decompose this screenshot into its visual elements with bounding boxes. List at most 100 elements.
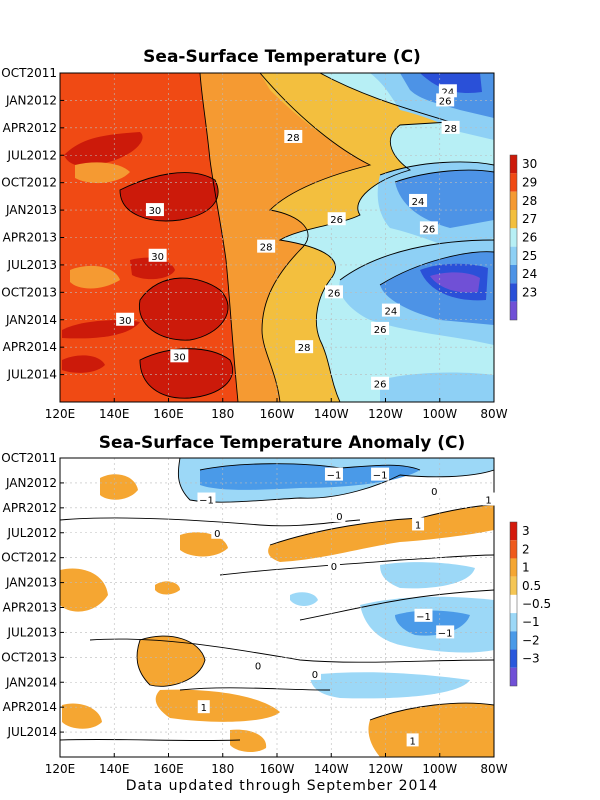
sst-contour-label: 30 (173, 352, 186, 363)
ssta-legend-label: −2 (522, 633, 540, 647)
ssta-contour-0f (89, 638, 494, 663)
ssta-fill-pos1h (368, 703, 494, 757)
ssta-contour-label: −1 (438, 628, 453, 639)
ssta-contour-0a (177, 458, 494, 503)
ssta-fill-pos1a (268, 505, 494, 562)
sst-fill-30g (62, 355, 105, 373)
sst-axes: 120E 140E 160E 180 160W 140W 120W 100W 80W OCT201… (1, 66, 507, 421)
ssta-fill-neg1b (380, 562, 475, 589)
sst-legend-label: 28 (522, 194, 537, 208)
ssta-contour-label-bg (211, 525, 224, 539)
sst-contour-25a (379, 161, 494, 176)
sst-legend-label: 26 (522, 231, 537, 245)
ssta-xtick-label: 100W (422, 762, 457, 776)
sst-legend-swatch (510, 246, 517, 265)
sst-legend-swatch (510, 155, 517, 174)
sst-legend-swatch (510, 173, 517, 192)
ssta-contour-0c (60, 517, 361, 527)
sst-ytick-label: OCT2013 (1, 285, 57, 299)
ssta-xtick-label: 140W (314, 762, 349, 776)
sst-xtick-label: 100W (422, 407, 457, 421)
ssta-xtick-label: 160E (153, 762, 184, 776)
sst-contour-label: 26 (374, 380, 387, 391)
sst-legend-swatch (510, 283, 517, 302)
ssta-fill-pos1e (137, 636, 205, 687)
ssta-fill-pos1b (100, 474, 138, 500)
ssta-xtick-label: 80W (480, 762, 507, 776)
sst-contour-24b (379, 251, 494, 286)
ssta-panel: Sea-Surface Temperature Anomaly (C) (1, 433, 551, 776)
sst-ytick-label: APR2014 (3, 340, 57, 354)
sst-contour-label: 28 (298, 343, 311, 354)
ssta-axes: 120E 140E 160E 180 160W 140W 120W 100W 80W OCT201… (1, 451, 507, 776)
sst-contour-label-bg (257, 239, 276, 253)
sst-contour-label: 28 (260, 243, 273, 254)
sst-field (60, 73, 494, 402)
ssta-legend-swatch (510, 540, 517, 559)
sst-fill-25d (380, 372, 494, 402)
sst-xtick-label: 120E (45, 407, 76, 421)
sst-contour-label-bg (419, 221, 438, 235)
ssta-contour-labels: −1 −1 −1 0 1 0 1 0 0 −1 −1 0 0 1 1 (197, 467, 495, 747)
sst-xtick-label: 80W (480, 407, 507, 421)
sst-contour-label-bg (381, 303, 400, 317)
ssta-contour-label-bg (197, 700, 210, 714)
sst-contour-label: 28 (287, 133, 300, 144)
ssta-ytick-label: JUL2014 (6, 725, 57, 739)
ssta-fill-pos1g (62, 703, 102, 729)
ssta-xtick-label: 180 (211, 762, 234, 776)
sst-contour-label: 24 (412, 197, 425, 208)
sst-legend-swatch (510, 191, 517, 210)
sst-title: Sea-Surface Temperature (C) (143, 47, 421, 67)
ssta-contour-label-bg (412, 517, 425, 531)
sst-legend-frame (509, 154, 518, 321)
sst-ytick-label: APR2012 (3, 121, 57, 135)
sst-contour-28 (199, 73, 239, 402)
sst-contour-27 (259, 73, 372, 402)
sst-legend-label: 27 (522, 212, 537, 226)
ssta-contour-label: 0 (331, 562, 337, 573)
sst-contour-25b (339, 239, 494, 281)
ssta-grid (60, 458, 494, 757)
ssta-fill-neg1d (310, 672, 470, 699)
ssta-contour-label: 0 (431, 487, 437, 498)
ssta-contour-label: 1 (201, 703, 207, 714)
sst-legend-swatch (510, 228, 517, 247)
ssta-title: Sea-Surface Temperature Anomaly (C) (99, 433, 466, 453)
sst-legend-swatch (510, 265, 517, 284)
sst-contour-label-bg (324, 285, 343, 299)
ssta-legend-frame (509, 521, 518, 687)
ssta-xtick-label: 140E (99, 762, 130, 776)
sst-contour-label: 26 (328, 288, 341, 299)
sst-contour-label-bg (145, 203, 164, 217)
sst-contour-24a (394, 169, 494, 183)
sst-fill-30a (64, 132, 143, 167)
sst-contour-label: 26 (374, 325, 387, 336)
ssta-fill-pos1i (230, 729, 267, 752)
ssta-fill-pos1d (60, 568, 108, 612)
sst-xtick-label: 160E (153, 407, 184, 421)
ssta-ytick-label: OCT2013 (1, 650, 57, 664)
sst-legend-swatch (510, 301, 517, 320)
ssta-contour-label: 1 (409, 736, 415, 747)
ssta-legend-label: −1 (522, 615, 540, 629)
ssta-legend-swatch (510, 667, 517, 686)
ssta-legend: 3 2 1 0.5 −0.5 −1 −2 −3 (509, 521, 551, 687)
ssta-contour-label: 0 (255, 662, 261, 673)
ssta-contour-0h (60, 738, 241, 742)
sst-xtick-label: 140W (314, 407, 349, 421)
sst-contour-label: 24 (442, 87, 455, 98)
sst-panel: Sea-Surface Temperature (C) (1, 47, 537, 421)
sst-ytick-label: OCT2012 (1, 176, 57, 190)
sst-xtick-label: 120W (368, 407, 403, 421)
sst-fill-28-pocket2 (70, 265, 120, 289)
sst-fill-23a (420, 73, 482, 94)
ssta-fill-pos1f (155, 689, 280, 722)
ssta-contour-1b (136, 635, 206, 687)
ssta-ytick-label: JAN2012 (5, 476, 57, 490)
ssta-contour-label-bg (333, 509, 346, 523)
sst-contour-label-bg (116, 312, 135, 326)
sst-fill-30b (120, 172, 219, 221)
ssta-ytick-label: APR2014 (3, 700, 57, 714)
sst-fill-30c (130, 257, 175, 280)
